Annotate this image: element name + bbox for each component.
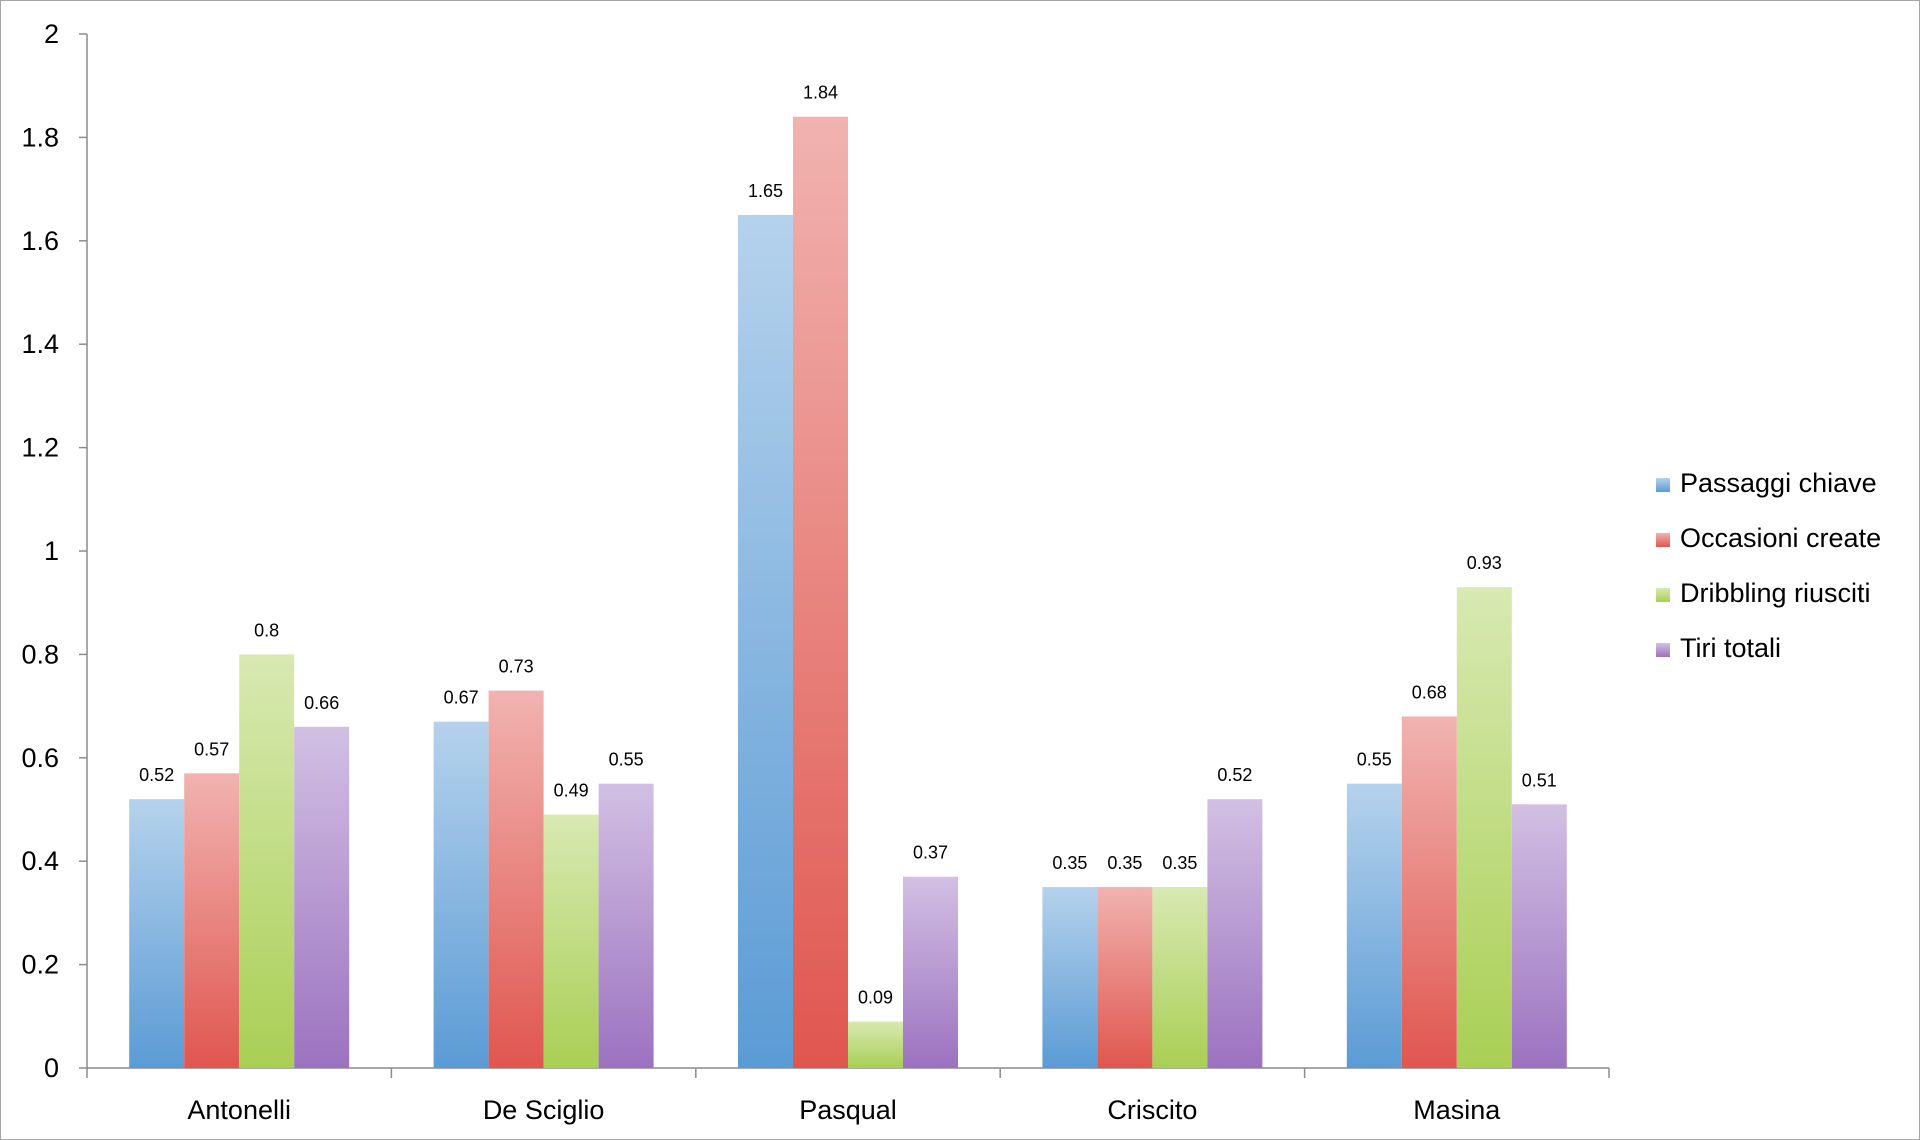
y-tick-label: 1.8 (21, 122, 59, 152)
x-tick-label: De Sciglio (483, 1095, 605, 1125)
bar (848, 1021, 903, 1068)
data-label: 0.57 (194, 739, 229, 759)
legend-swatch (1656, 533, 1670, 547)
legend: Passaggi chiave Occasioni create Dribbling… (1656, 468, 1881, 663)
data-label: 0.51 (1522, 770, 1557, 790)
y-tick-label: 1.6 (21, 226, 59, 256)
y-tick-label: 1 (44, 536, 59, 566)
bar (1152, 887, 1208, 1068)
data-label: 0.35 (1107, 853, 1142, 873)
y-axis: 0 0.2 0.4 0.6 0.8 1 1.2 1.4 1.6 1.8 2 (21, 19, 88, 1083)
bar (1401, 716, 1457, 1068)
data-label: 1.84 (803, 83, 838, 103)
y-tick-label: 1.4 (21, 329, 59, 359)
legend-entry: Occasioni create (1680, 523, 1881, 553)
y-tick-label: 0.4 (21, 846, 59, 876)
x-tick-label: Antonelli (187, 1095, 291, 1125)
data-label: 0.35 (1162, 853, 1197, 873)
y-tick-label: 1.2 (21, 433, 59, 463)
x-tick-label: Pasqual (799, 1095, 897, 1125)
bar (1346, 783, 1402, 1068)
data-label: 0.49 (554, 781, 589, 801)
x-tick-label: Masina (1413, 1095, 1501, 1125)
data-label: 0.73 (499, 657, 534, 677)
y-tick-label: 2 (44, 19, 59, 49)
bar (903, 876, 958, 1068)
bar (1042, 887, 1098, 1068)
y-tick-label: 0.6 (21, 743, 59, 773)
legend-entry: Dribbling riusciti (1680, 578, 1871, 608)
legend-swatch (1656, 478, 1670, 492)
bar (793, 116, 848, 1069)
data-label: 0.68 (1412, 682, 1447, 702)
data-label: 0.93 (1467, 553, 1502, 573)
data-label: 1.65 (748, 181, 783, 201)
x-axis: Antonelli De Sciglio Pasqual Criscito Masina (86, 1067, 1610, 1125)
legend-entry: Tiri totali (1680, 633, 1781, 663)
data-label: 0.52 (1217, 765, 1252, 785)
data-label: 0.37 (913, 843, 948, 863)
data-label: 0.55 (609, 750, 644, 770)
bars (129, 116, 1567, 1069)
bar (738, 214, 793, 1068)
bar (1207, 799, 1263, 1068)
data-label: 0.09 (858, 987, 893, 1007)
bar (1511, 804, 1567, 1068)
data-label: 0.55 (1357, 750, 1392, 770)
bar (294, 726, 350, 1068)
y-tick-label: 0 (44, 1053, 59, 1083)
data-label: 0.8 (254, 620, 279, 640)
data-labels: 0.52 0.57 0.8 0.66 0.67 0.73 0.49 0.55 1.65 1.84 0… (139, 83, 1557, 1008)
x-tick-label: Criscito (1107, 1095, 1197, 1125)
bar (433, 721, 489, 1068)
bar (598, 783, 654, 1068)
bar (488, 690, 544, 1068)
data-label: 0.66 (304, 693, 339, 713)
bar (129, 799, 185, 1068)
y-tick-label: 0.8 (21, 639, 59, 669)
bar (1456, 587, 1512, 1068)
data-label: 0.67 (444, 688, 479, 708)
bar (1097, 887, 1153, 1068)
y-tick-label: 0.2 (21, 950, 59, 980)
legend-swatch (1656, 643, 1670, 657)
data-label: 0.52 (139, 765, 174, 785)
legend-entry: Passaggi chiave (1680, 468, 1877, 498)
legend-swatch (1656, 588, 1670, 602)
bar (184, 773, 240, 1068)
data-label: 0.35 (1052, 853, 1087, 873)
bar (239, 654, 295, 1068)
bar (543, 814, 599, 1068)
